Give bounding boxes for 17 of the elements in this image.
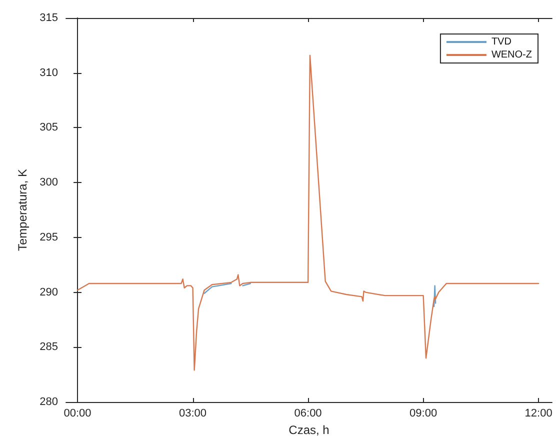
x-axis-title: Czas, h bbox=[288, 423, 330, 437]
y-tick-label: 285 bbox=[40, 341, 58, 354]
x-tick-label: 06:00 bbox=[294, 408, 322, 420]
y-tick-label: 315 bbox=[40, 12, 58, 24]
y-tick-label: 280 bbox=[40, 396, 58, 408]
legend-label: WENO-Z bbox=[491, 50, 532, 60]
x-tick-label: 03:00 bbox=[179, 408, 207, 420]
y-axis-title: Temperatura, K bbox=[16, 168, 30, 252]
y-tick-label: 310 bbox=[40, 66, 58, 79]
y-tick-label: 305 bbox=[40, 122, 58, 134]
x-tick-label: 00:00 bbox=[64, 408, 92, 420]
legend-label: TVD bbox=[491, 36, 512, 48]
y-tick-label: 290 bbox=[40, 286, 58, 298]
x-tick-label: 12:00 bbox=[524, 408, 552, 420]
y-tick-label: 295 bbox=[40, 231, 58, 244]
y-tick-label: 300 bbox=[40, 176, 58, 189]
x-tick-label: 09:00 bbox=[410, 408, 438, 420]
